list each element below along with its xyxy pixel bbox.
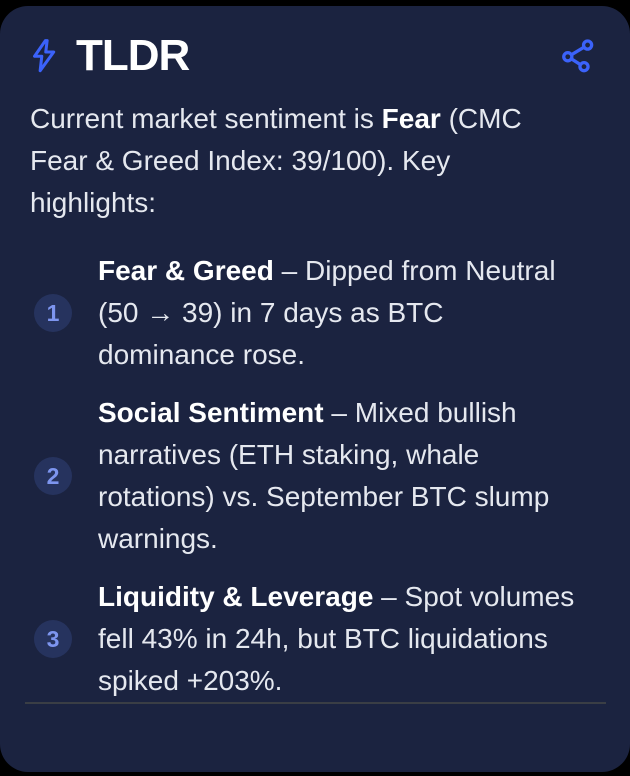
card-title: TLDR xyxy=(76,31,190,80)
highlight-item-1: 1 Fear & Greed – Dipped from Neutral (50… xyxy=(34,250,606,376)
divider xyxy=(25,702,606,704)
highlight-text-1: Fear & Greed – Dipped from Neutral (50 →… xyxy=(98,250,556,376)
number-badge-2: 2 xyxy=(34,457,72,495)
lightning-bolt-icon xyxy=(33,39,56,73)
summary-emphasis: Fear xyxy=(381,103,441,134)
summary-prefix: Current market sentiment is xyxy=(30,103,382,134)
highlight-body-3: Spot volumes fell 43% in 24h, but BTC li… xyxy=(98,581,575,696)
highlight-body-2: Mixed bullish narratives (ETH staking, w… xyxy=(98,397,550,554)
highlight-separator-1: – xyxy=(273,255,305,286)
summary-suffix: (CMC Fear & Greed Index: 39/100). Key hi… xyxy=(30,103,522,218)
highlight-item-2: 2 Social Sentiment – Mixed bullish narra… xyxy=(34,392,606,560)
highlight-title-2: Social Sentiment xyxy=(98,397,324,428)
highlight-separator-2: – xyxy=(323,397,355,428)
highlight-title-1: Fear & Greed xyxy=(98,255,274,286)
number-badge-1: 1 xyxy=(34,294,72,332)
highlight-list: 1 Fear & Greed – Dipped from Neutral (50… xyxy=(30,250,606,702)
summary-text: Current market sentiment is Fear (CMC Fe… xyxy=(30,98,606,224)
number-badge-3: 3 xyxy=(34,620,72,658)
highlight-item-3: 3 Liquidity & Leverage – Spot volumes fe… xyxy=(34,576,606,702)
share-icon xyxy=(562,39,594,73)
share-button[interactable] xyxy=(560,37,596,75)
highlight-text-3: Liquidity & Leverage – Spot volumes fell… xyxy=(98,576,574,702)
highlight-title-3: Liquidity & Leverage xyxy=(98,581,374,612)
highlight-body-1: Dipped from Neutral (50 → 39) in 7 days … xyxy=(98,255,556,370)
highlight-separator-3: – xyxy=(373,581,405,612)
card-header: TLDR xyxy=(30,34,606,78)
tldr-card: TLDR Current market sentiment is Fear (C… xyxy=(0,6,630,772)
highlight-text-2: Social Sentiment – Mixed bullish narrati… xyxy=(98,392,549,560)
